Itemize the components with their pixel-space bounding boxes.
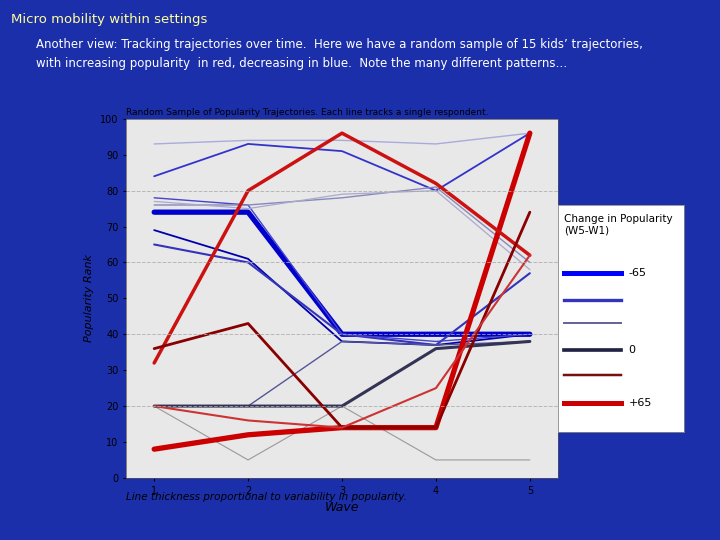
Text: +65: +65	[629, 397, 652, 408]
X-axis label: Wave: Wave	[325, 501, 359, 514]
Y-axis label: Popularity Rank: Popularity Rank	[84, 254, 94, 342]
Text: Another view: Tracking trajectories over time.  Here we have a random sample of : Another view: Tracking trajectories over…	[36, 38, 643, 51]
Text: -65: -65	[629, 268, 647, 278]
Text: Line thickness proportional to variability in popularity.: Line thickness proportional to variabili…	[126, 491, 407, 502]
Text: with increasing popularity  in red, decreasing in blue.  Note the many different: with increasing popularity in red, decre…	[36, 57, 567, 70]
Text: Change in Popularity
(W5-W1): Change in Popularity (W5-W1)	[564, 214, 673, 236]
Text: 0: 0	[629, 346, 636, 355]
Text: Micro mobility within settings: Micro mobility within settings	[11, 14, 207, 26]
Text: Random Sample of Popularity Trajectories. Each line tracks a single respondent.: Random Sample of Popularity Trajectories…	[126, 107, 488, 117]
